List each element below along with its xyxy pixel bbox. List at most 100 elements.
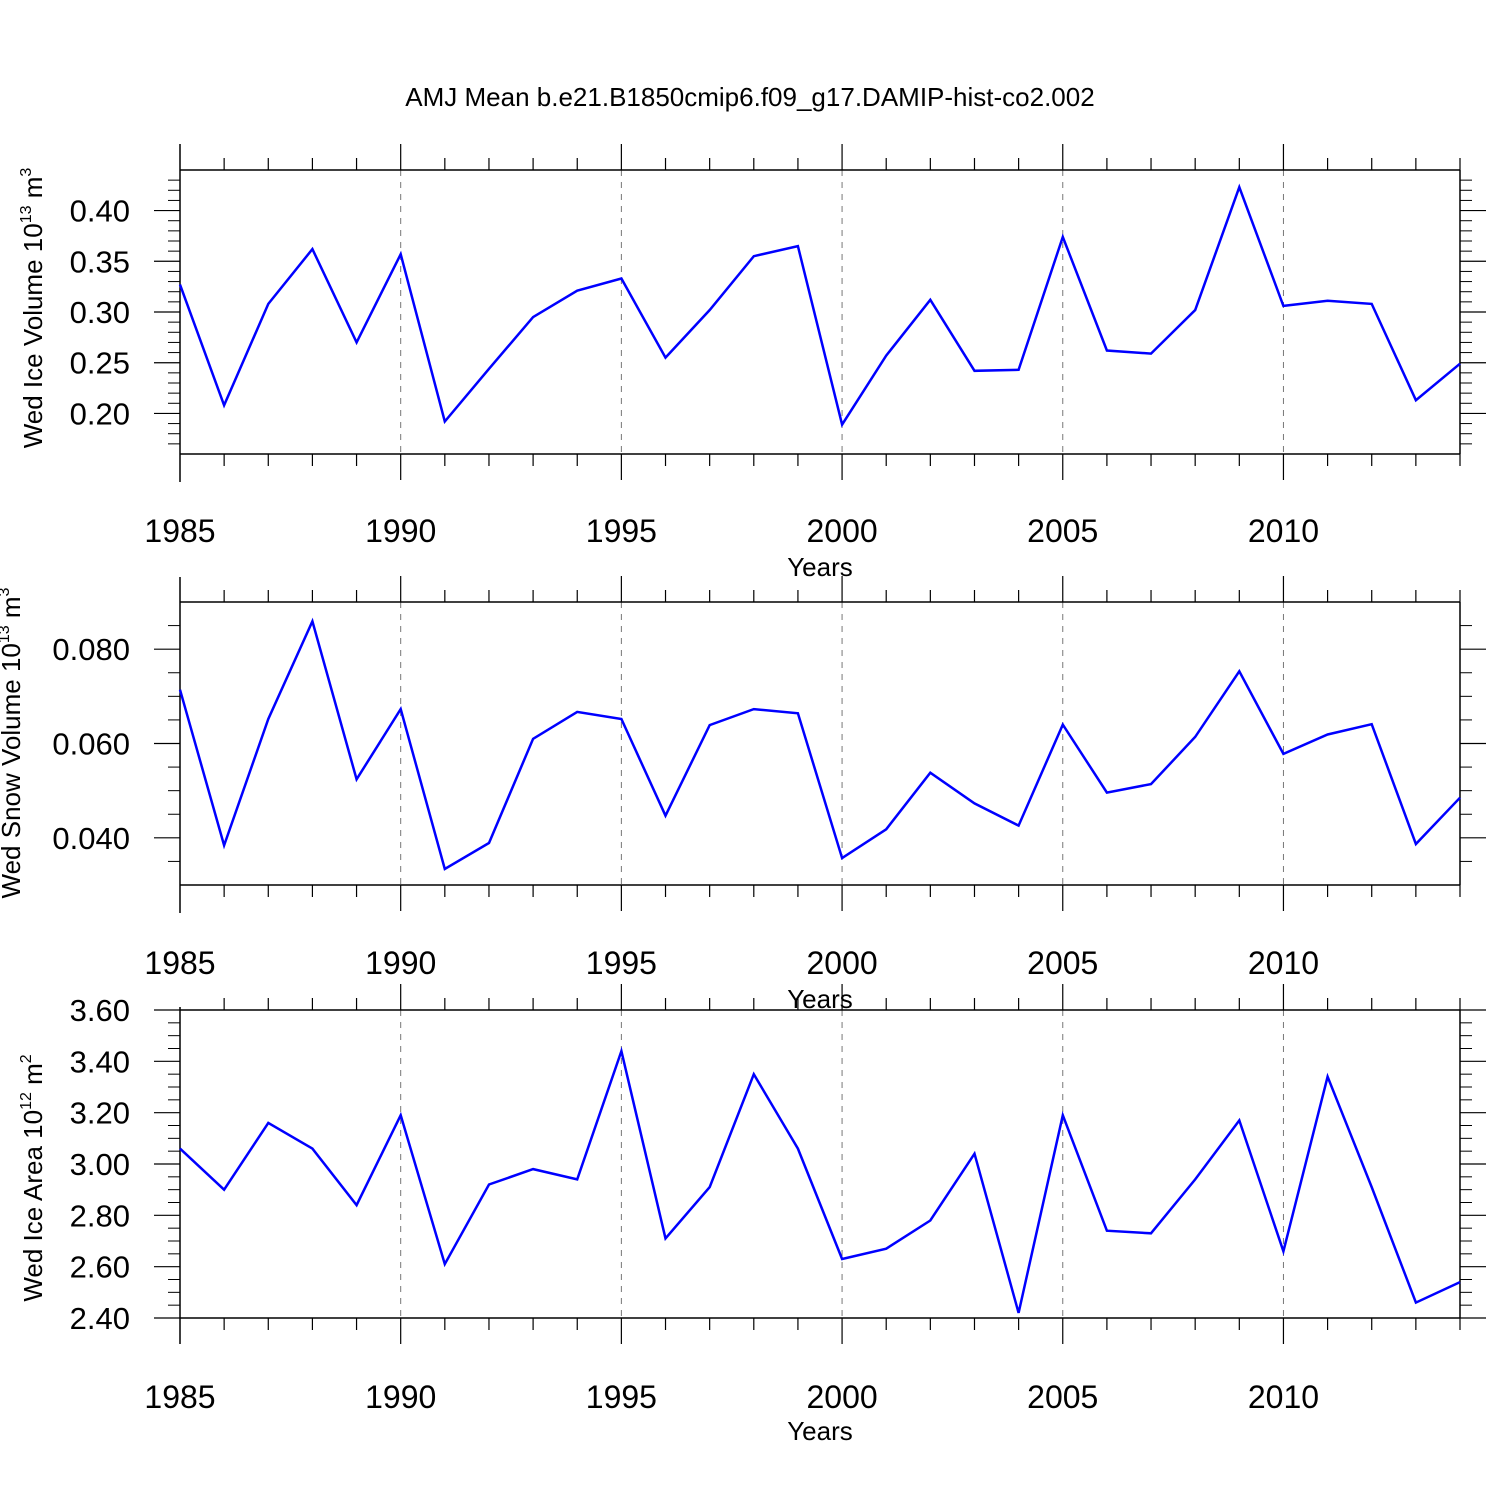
data-point bbox=[1061, 723, 1065, 727]
y-tick-label: 0.060 bbox=[52, 727, 130, 762]
data-point bbox=[266, 1121, 270, 1125]
data-point bbox=[796, 1147, 800, 1151]
data-point bbox=[1414, 842, 1418, 846]
data-point bbox=[531, 315, 535, 319]
data-point bbox=[619, 717, 623, 721]
data-point bbox=[1458, 1280, 1462, 1284]
data-point bbox=[1458, 796, 1462, 800]
data-point bbox=[708, 1185, 712, 1189]
data-point bbox=[1458, 362, 1462, 366]
series-line bbox=[179, 1046, 1461, 1314]
x-tick-label: 1985 bbox=[144, 945, 215, 981]
y-tick-label: 0.040 bbox=[52, 821, 130, 856]
data-point bbox=[531, 737, 535, 741]
data-point bbox=[1326, 299, 1330, 303]
x-axis-label: Years bbox=[787, 552, 853, 582]
y-tick-label: 0.20 bbox=[70, 396, 130, 431]
data-point bbox=[266, 717, 270, 721]
x-axis-label: Years bbox=[787, 1416, 853, 1446]
x-tick-label: 2000 bbox=[806, 945, 877, 981]
data-point bbox=[222, 1188, 226, 1192]
data-point bbox=[708, 723, 712, 727]
data-point bbox=[796, 244, 800, 248]
x-tick-label: 2005 bbox=[1027, 945, 1098, 981]
data-point bbox=[399, 707, 403, 711]
data-point bbox=[619, 1049, 623, 1053]
data-point bbox=[972, 1152, 976, 1156]
y-tick-label: 3.00 bbox=[70, 1147, 130, 1182]
x-tick-label: 2000 bbox=[806, 1379, 877, 1415]
data-point bbox=[178, 283, 182, 287]
data-point bbox=[840, 1257, 844, 1261]
data-point bbox=[1149, 1231, 1153, 1235]
series-line bbox=[178, 617, 1461, 871]
x-tick-label: 2000 bbox=[806, 513, 877, 549]
x-tick-label: 1995 bbox=[586, 1379, 657, 1415]
data-point bbox=[310, 1147, 314, 1151]
x-tick-label: 2005 bbox=[1027, 1379, 1098, 1415]
y-axis-label: Wed Ice Area 1012 m2 bbox=[18, 1054, 48, 1301]
y-tick-label: 0.30 bbox=[70, 295, 130, 330]
data-point bbox=[972, 801, 976, 805]
y-tick-label: 3.60 bbox=[70, 993, 130, 1028]
data-point bbox=[840, 856, 844, 860]
data-point bbox=[708, 308, 712, 312]
data-point bbox=[1237, 1118, 1241, 1122]
data-point bbox=[575, 1177, 579, 1181]
panel-1: 1985 1990 1995 2000 2005 2010 Years 0.20 0.25 0.3… bbox=[18, 144, 1486, 582]
data-point bbox=[1105, 349, 1109, 353]
x-tick-label: 2005 bbox=[1027, 513, 1098, 549]
data-point bbox=[1017, 824, 1021, 828]
data-point bbox=[310, 619, 314, 623]
figure-title: AMJ Mean b.e21.B1850cmip6.f09_g17.DAMIP-… bbox=[405, 82, 1094, 112]
y-tick-label: 2.40 bbox=[70, 1301, 130, 1336]
data-point bbox=[266, 302, 270, 306]
x-tick-label: 1990 bbox=[365, 513, 436, 549]
x-tick-label: 1990 bbox=[365, 945, 436, 981]
data-point bbox=[664, 1236, 668, 1240]
panel-2: 1985 1990 1995 2000 2005 2010Years0.0400.0600… bbox=[0, 576, 1486, 1014]
y-axis-label: Wed Ice Volume 1013 m3 bbox=[18, 168, 48, 449]
data-point bbox=[664, 356, 668, 360]
data-point bbox=[664, 814, 668, 818]
data-point bbox=[884, 827, 888, 831]
data-point bbox=[1370, 302, 1374, 306]
data-point bbox=[355, 340, 359, 344]
y-tick-label: 0.35 bbox=[70, 244, 130, 279]
y-axis-label: Wed Snow Volume 1013 m3 bbox=[0, 587, 26, 898]
x-tick-label: 2010 bbox=[1248, 1379, 1319, 1415]
data-point bbox=[1061, 1113, 1065, 1117]
data-point bbox=[487, 367, 491, 371]
y-tick-label: 0.080 bbox=[52, 632, 130, 667]
data-point bbox=[399, 252, 403, 256]
data-point bbox=[443, 420, 447, 424]
data-point bbox=[884, 354, 888, 358]
y-tick-label: 2.60 bbox=[70, 1250, 130, 1285]
data-point bbox=[399, 1113, 403, 1117]
data-point bbox=[752, 1072, 756, 1076]
data-point bbox=[1193, 308, 1197, 312]
data-point bbox=[310, 247, 314, 251]
data-point bbox=[1017, 1311, 1021, 1315]
data-point bbox=[531, 1167, 535, 1171]
data-point bbox=[840, 423, 844, 427]
data-point bbox=[619, 277, 623, 281]
panel-3: 1985 1990 1995 2000 2005 2010 Years 2.40 2.60 2.8… bbox=[18, 984, 1486, 1446]
data-point bbox=[575, 710, 579, 714]
data-point bbox=[1149, 782, 1153, 786]
data-point bbox=[1281, 1249, 1285, 1253]
data-point bbox=[1193, 1177, 1197, 1181]
series-line bbox=[178, 183, 1461, 428]
y-tick-label: 2.80 bbox=[70, 1198, 130, 1233]
data-point bbox=[796, 711, 800, 715]
data-point bbox=[1193, 735, 1197, 739]
data-point bbox=[443, 1262, 447, 1266]
y-tick-label: 3.40 bbox=[70, 1044, 130, 1079]
data-point bbox=[972, 369, 976, 373]
data-point bbox=[222, 403, 226, 407]
data-point bbox=[1370, 722, 1374, 726]
data-point bbox=[752, 707, 756, 711]
data-point bbox=[1414, 1301, 1418, 1305]
data-point bbox=[178, 1147, 182, 1151]
